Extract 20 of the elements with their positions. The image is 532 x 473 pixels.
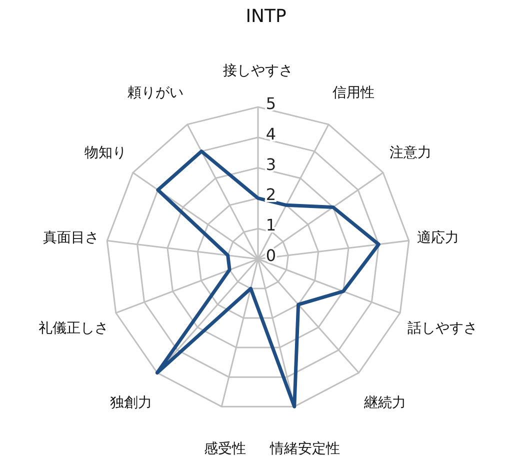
spoke-label: 信用性 (332, 84, 374, 101)
y-tick-label: 1 (266, 216, 276, 235)
spoke-label: 頼りがい (128, 84, 184, 101)
spoke-label: 話しやすさ (408, 320, 478, 336)
spoke-label: 真面目さ (43, 230, 100, 246)
y-tick-label: 5 (266, 94, 276, 113)
y-tick-label: 0 (266, 246, 276, 265)
spoke-label: 継続力 (363, 395, 406, 412)
spoke-label: 独創力 (110, 395, 152, 412)
spoke-label: 接しやすさ (223, 63, 293, 79)
spoke-label: 物知り (84, 145, 126, 162)
chart-title: INTP (246, 6, 286, 27)
y-tick-label: 4 (266, 124, 276, 144)
spoke-label: 感受性 (204, 441, 246, 457)
spoke-label: 適応力 (416, 230, 459, 246)
y-tick-label: 2 (266, 185, 276, 204)
spoke-label: 情緒安定性 (269, 441, 340, 457)
spoke-label: 礼儀正しさ (38, 320, 108, 336)
spoke-label: 注意力 (390, 145, 432, 162)
y-tick-label: 3 (266, 154, 276, 174)
